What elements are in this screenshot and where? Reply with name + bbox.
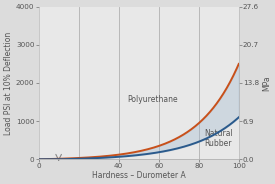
Y-axis label: Load PSI at 10% Deflection: Load PSI at 10% Deflection (4, 31, 13, 135)
Text: Polyurethane: Polyurethane (127, 95, 178, 104)
Text: Natural
Rubber: Natural Rubber (205, 129, 233, 148)
X-axis label: Hardness – Durometer A: Hardness – Durometer A (92, 171, 186, 180)
Y-axis label: MPa: MPa (262, 75, 271, 91)
